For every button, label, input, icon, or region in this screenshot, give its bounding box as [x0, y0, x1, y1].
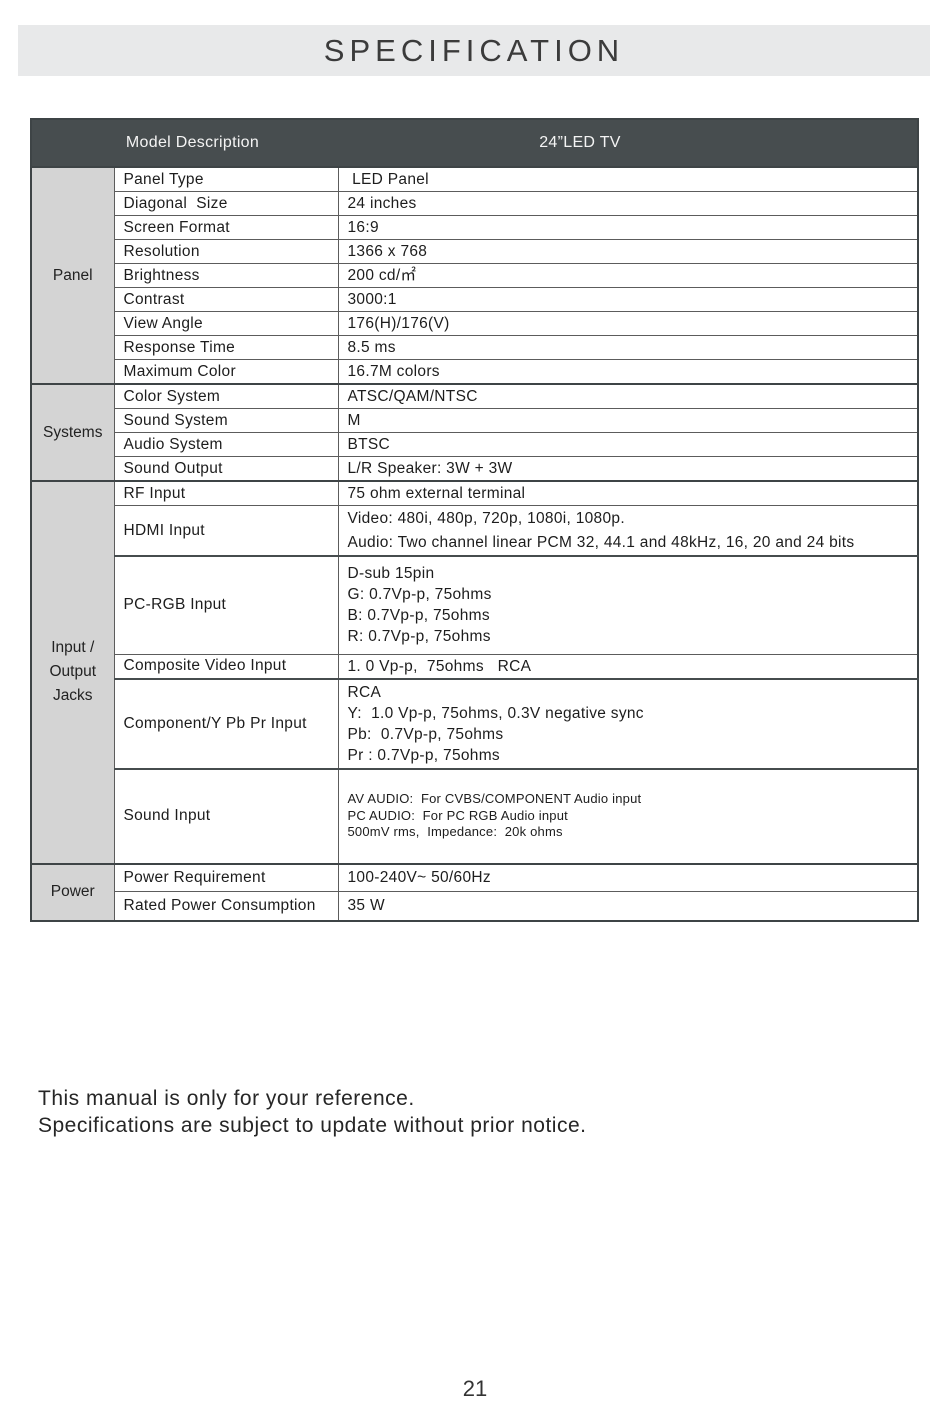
table-header: Model Description 24”LED TV — [31, 119, 918, 167]
table-header-row: Model Description 24”LED TV — [31, 119, 918, 167]
spec-row: Sound Output L/R Speaker: 3W + 3W — [31, 456, 919, 482]
spec-label: Diagonal Size — [113, 191, 339, 216]
page-title: SPECIFICATION — [323, 32, 625, 68]
category-cell-panel: Panel — [30, 166, 115, 385]
spec-value: AV AUDIO: For CVBS/COMPONENT Audio input… — [337, 767, 919, 864]
spec-label: Response Time — [113, 335, 339, 360]
spec-label: Sound Input — [113, 767, 339, 864]
spec-label: Panel Type — [113, 166, 339, 192]
spec-label: Sound Output — [113, 456, 339, 482]
spec-label: PC-RGB Input — [113, 555, 339, 655]
spec-label: Power Requirement — [113, 863, 339, 892]
spec-label: RF Input — [113, 480, 339, 506]
spec-value: 16:9 — [337, 215, 919, 240]
spec-value: ATSC/QAM/NTSC — [337, 383, 919, 409]
spec-row: Resolution 1366 x 768 — [31, 239, 919, 264]
spec-value: 24 inches — [337, 191, 919, 216]
footer-line-1: This manual is only for your reference. — [38, 1087, 415, 1110]
specification-table: Model Description 24”LED TV Panel Panel … — [30, 118, 919, 922]
spec-row: HDMI Input Video: 480i, 480p, 720p, 1080… — [31, 505, 919, 557]
section-power: Power Power Requirement 100-240V~ 50/60H… — [30, 863, 919, 921]
spec-value: 8.5 ms — [337, 335, 919, 360]
spec-value: D-sub 15pin G: 0.7Vp-p, 75ohms B: 0.7Vp-… — [337, 555, 919, 655]
category-cell-io-jacks: Input / Output Jacks — [30, 480, 115, 864]
spec-row: Composite Video Input 1. 0 Vp-p, 75ohms … — [31, 653, 919, 679]
section-systems: Systems Color System ATSC/QAM/NTSC Sound… — [30, 383, 919, 482]
spec-row: Systems Color System ATSC/QAM/NTSC — [30, 383, 919, 482]
spec-label: View Angle — [113, 311, 339, 336]
spec-label: Composite Video Input — [113, 653, 339, 679]
spec-value: 200 cd/㎡ — [337, 263, 919, 288]
spec-label: Screen Format — [113, 215, 339, 240]
model-value-header: 24”LED TV — [338, 119, 918, 167]
spec-value: 1366 x 768 — [337, 239, 919, 264]
spec-label: HDMI Input — [113, 505, 339, 557]
footer-note: This manual is only for your reference. … — [38, 1086, 586, 1139]
spec-row: Input / Output Jacks RF Input 75 ohm ext… — [30, 480, 919, 864]
spec-row: PC-RGB Input D-sub 15pin G: 0.7Vp-p, 75o… — [31, 555, 919, 655]
spec-label: Audio System — [113, 432, 339, 457]
spec-value: L/R Speaker: 3W + 3W — [337, 456, 919, 482]
section-io-jacks: Input / Output Jacks RF Input 75 ohm ext… — [30, 480, 919, 864]
model-description-header: Model Description — [31, 119, 338, 167]
footer-line-2: Specifications are subject to update wit… — [38, 1113, 587, 1137]
spec-label: Component/Y Pb Pr Input — [113, 677, 339, 769]
spec-row: Sound System M — [31, 408, 919, 433]
spec-row: Panel Panel Type LED Panel — [30, 166, 919, 385]
spec-row: Diagonal Size 24 inches — [31, 191, 919, 216]
spec-label: Contrast — [113, 287, 339, 312]
spec-value: Video: 480i, 480p, 720p, 1080i, 1080p. A… — [337, 505, 919, 557]
spec-row: Maximum Color 16.7M colors — [31, 359, 919, 385]
spec-value: M — [337, 408, 919, 433]
spec-value: 176(H)/176(V) — [337, 311, 919, 336]
spec-label: Sound System — [113, 408, 339, 433]
spec-value: LED Panel — [337, 166, 919, 192]
category-cell-power: Power — [30, 863, 115, 921]
spec-value: 35 W — [337, 891, 919, 921]
spec-value: 3000:1 — [337, 287, 919, 312]
spec-row: Component/Y Pb Pr Input RCA Y: 1.0 Vp-p,… — [31, 677, 919, 769]
spec-row: Sound Input AV AUDIO: For CVBS/COMPONENT… — [31, 767, 919, 864]
spec-label: Resolution — [113, 239, 339, 264]
spec-value: 16.7M colors — [337, 359, 919, 385]
spec-row: Contrast 3000:1 — [31, 287, 919, 312]
spec-label: Color System — [113, 383, 339, 409]
spec-row: Audio System BTSC — [31, 432, 919, 457]
spec-row: Rated Power Consumption 35 W — [31, 891, 919, 921]
spec-row: View Angle 176(H)/176(V) — [31, 311, 919, 336]
spec-row: Screen Format 16:9 — [31, 215, 919, 240]
spec-value: BTSC — [337, 432, 919, 457]
page-title-banner: SPECIFICATION — [18, 25, 930, 76]
spec-label: Brightness — [113, 263, 339, 288]
section-panel: Panel Panel Type LED Panel Diagonal Size… — [30, 166, 919, 385]
spec-value: RCA Y: 1.0 Vp-p, 75ohms, 0.3V negative s… — [337, 677, 919, 769]
spec-row: Brightness 200 cd/㎡ — [31, 263, 919, 288]
category-cell-systems: Systems — [30, 383, 115, 482]
spec-row: Response Time 8.5 ms — [31, 335, 919, 360]
spec-label: Rated Power Consumption — [113, 891, 339, 921]
spec-value: 75 ohm external terminal — [337, 480, 919, 506]
spec-label: Maximum Color — [113, 359, 339, 385]
page-number: 21 — [462, 1376, 488, 1401]
spec-row: Power Power Requirement 100-240V~ 50/60H… — [30, 863, 919, 921]
spec-value: 100-240V~ 50/60Hz — [337, 863, 919, 892]
spec-value: 1. 0 Vp-p, 75ohms RCA — [337, 653, 919, 679]
